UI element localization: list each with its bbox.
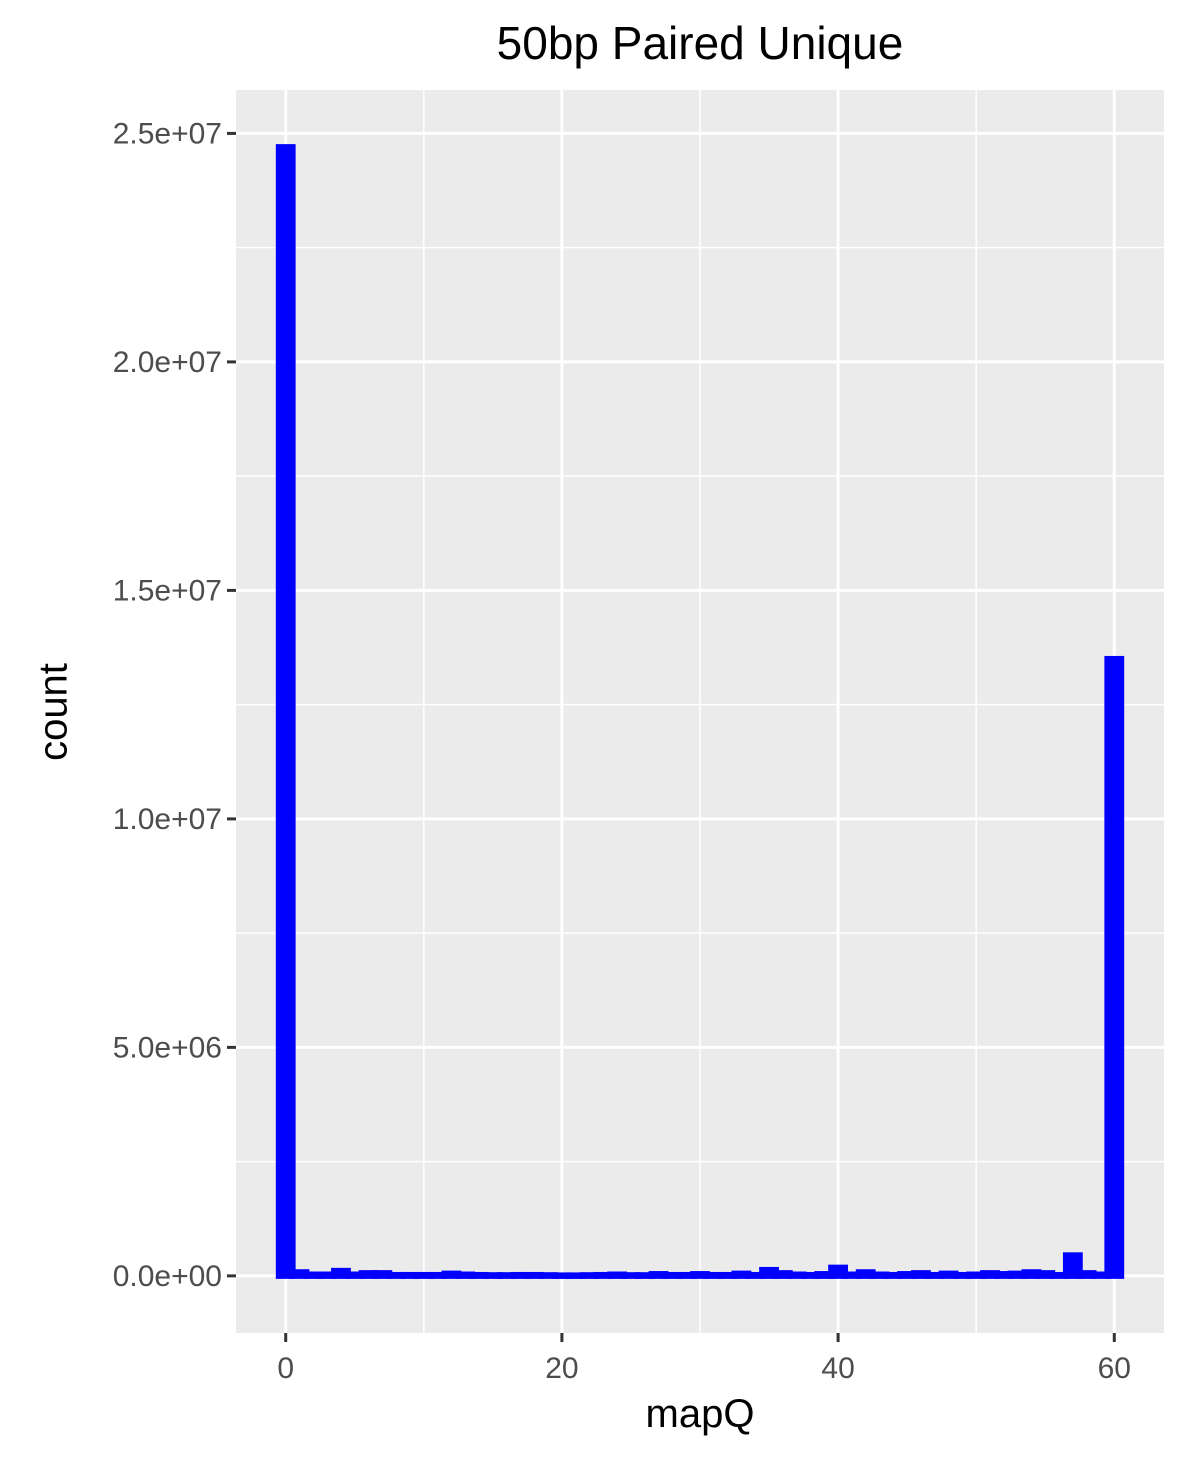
histogram-bar: [1062, 1252, 1083, 1279]
grid-minor: [236, 90, 1164, 1333]
y-tick-label: 5.0e+06: [113, 1031, 222, 1064]
x-tick-label: 20: [545, 1352, 578, 1385]
x-tick-label: 40: [821, 1352, 854, 1385]
x-tick-label: 60: [1098, 1352, 1131, 1385]
x-axis-label: mapQ: [645, 1392, 755, 1436]
bars: [275, 144, 1125, 1279]
y-axis: 0.0e+00 5.0e+06 1.0e+07 1.5e+07 2.0e+07 2.5e+…: [113, 117, 236, 1293]
y-tick-label: 2.0e+07: [113, 346, 222, 379]
y-tick-label: 1.0e+07: [113, 803, 222, 836]
histogram-bar: [1104, 655, 1125, 1279]
y-tick-label: 2.5e+07: [113, 117, 222, 150]
histogram-bar: [275, 144, 296, 1279]
y-tick-label: 0.0e+00: [113, 1260, 222, 1293]
y-tick-label: 1.5e+07: [113, 574, 222, 607]
x-tick-label: 0: [277, 1352, 294, 1385]
chart-title: 50bp Paired Unique: [496, 17, 904, 69]
x-axis: 0 20 40 60: [277, 1333, 1131, 1385]
